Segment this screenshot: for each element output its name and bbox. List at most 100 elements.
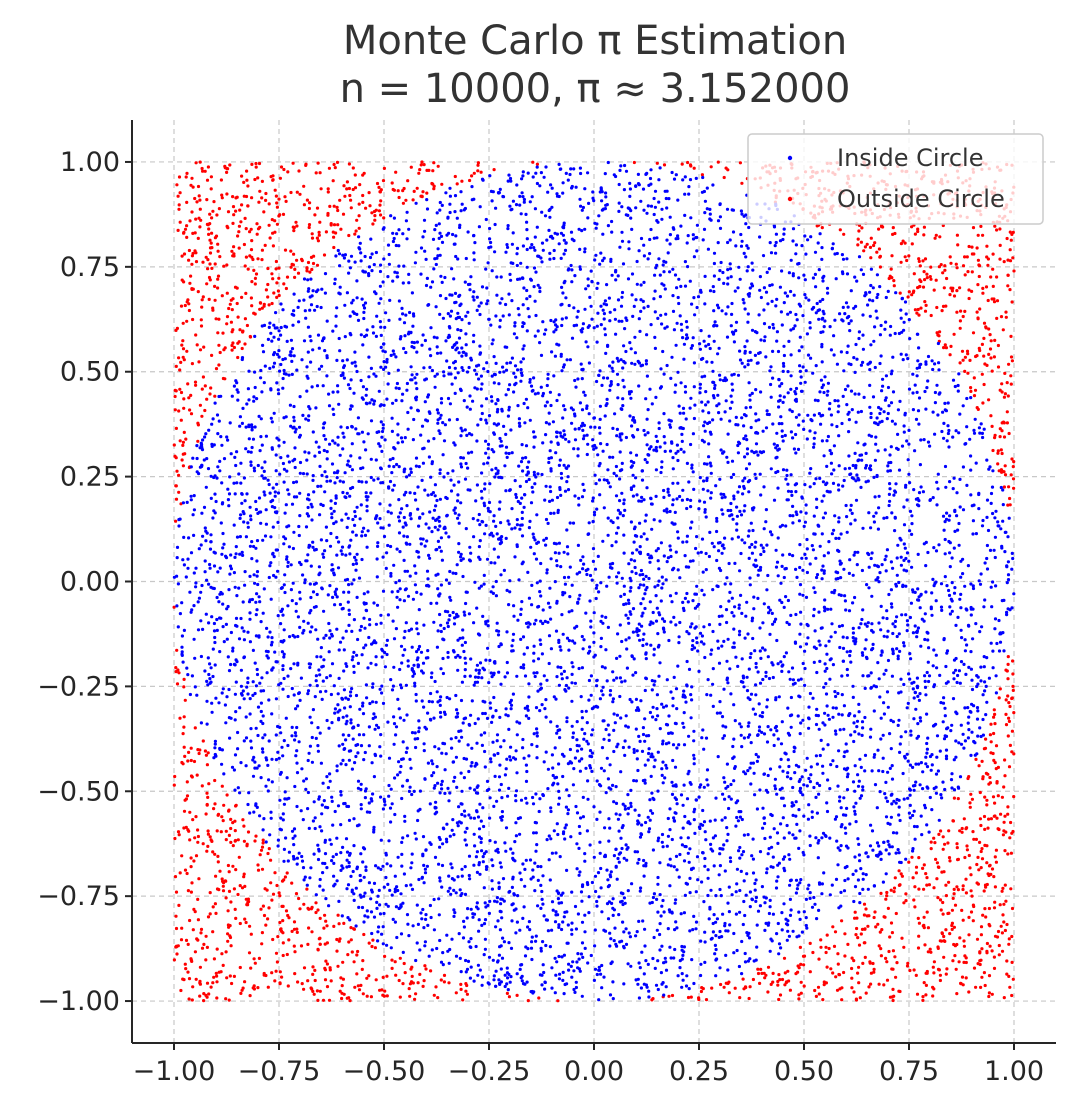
inside-point (839, 806, 843, 810)
outside-point (898, 989, 902, 994)
inside-point (719, 605, 723, 609)
outside-point (1006, 258, 1010, 262)
outside-point (1006, 852, 1010, 856)
inside-point (303, 578, 307, 582)
inside-point (948, 514, 952, 518)
inside-point (283, 357, 287, 361)
inside-point (419, 650, 424, 654)
outside-point (397, 978, 401, 983)
outside-point (893, 955, 897, 959)
outside-point (215, 213, 219, 217)
inside-point (362, 440, 366, 444)
inside-point (730, 893, 734, 897)
outside-point (670, 993, 675, 998)
outside-point (201, 739, 205, 743)
outside-point (336, 208, 340, 213)
inside-point (857, 702, 861, 707)
inside-point (872, 755, 876, 759)
outside-point (945, 276, 949, 281)
inside-point (856, 837, 860, 841)
inside-point (328, 838, 332, 842)
inside-point (239, 513, 243, 517)
outside-point (225, 170, 229, 174)
inside-point (926, 379, 930, 383)
inside-point (203, 526, 207, 530)
inside-point (483, 937, 487, 941)
outside-point (285, 952, 289, 957)
outside-point (365, 994, 369, 998)
outside-point (937, 968, 942, 972)
inside-point (639, 986, 644, 990)
outside-point (992, 758, 996, 763)
inside-point (251, 680, 255, 684)
outside-point (863, 955, 867, 960)
inside-point (682, 711, 686, 715)
inside-point (528, 377, 532, 382)
inside-point (750, 616, 755, 620)
outside-point (962, 817, 966, 821)
outside-point (976, 233, 980, 237)
inside-point (295, 368, 299, 372)
outside-point (361, 200, 365, 204)
inside-point (828, 401, 832, 406)
inside-point (435, 765, 439, 769)
inside-point (633, 525, 637, 529)
outside-point (1000, 931, 1005, 935)
inside-point (604, 791, 608, 795)
outside-point (998, 243, 1002, 247)
inside-point (402, 599, 406, 603)
inside-point (220, 762, 224, 766)
inside-point (691, 237, 696, 241)
outside-point (367, 191, 371, 195)
outside-point (206, 165, 210, 169)
inside-point (293, 446, 297, 450)
outside-point (292, 944, 296, 948)
outside-point (242, 242, 246, 247)
outside-point (771, 980, 775, 984)
inside-point (847, 418, 852, 422)
inside-point (460, 680, 464, 684)
inside-point (952, 591, 957, 595)
inside-point (606, 224, 611, 228)
outside-point (205, 397, 209, 401)
inside-point (498, 318, 502, 322)
outside-point (748, 985, 752, 989)
inside-point (499, 782, 503, 787)
outside-point (891, 949, 896, 953)
inside-point (570, 928, 574, 932)
inside-point (731, 388, 735, 392)
inside-point (845, 650, 849, 654)
outside-point (292, 252, 296, 256)
outside-point (293, 972, 297, 976)
outside-point (973, 388, 978, 392)
outside-point (326, 187, 330, 191)
outside-point (914, 973, 918, 978)
inside-point (965, 396, 969, 401)
outside-point (205, 198, 209, 202)
outside-point (413, 997, 417, 1001)
inside-point (353, 523, 357, 528)
inside-point (405, 388, 409, 392)
outside-point (964, 976, 968, 980)
inside-point (441, 421, 445, 425)
outside-point (258, 307, 262, 311)
outside-point (277, 891, 281, 895)
inside-point (519, 460, 524, 464)
inside-point (732, 497, 736, 501)
outside-point (244, 227, 248, 231)
inside-point (733, 605, 737, 609)
outside-point (968, 358, 972, 362)
inside-point (933, 401, 938, 405)
outside-point (999, 924, 1003, 928)
inside-point (525, 237, 529, 241)
inside-point (913, 837, 917, 841)
inside-point (459, 558, 463, 563)
inside-point (525, 297, 529, 301)
inside-point (314, 736, 318, 741)
inside-point (653, 335, 657, 339)
inside-point (375, 314, 379, 318)
outside-point (179, 360, 183, 364)
inside-point (823, 662, 827, 666)
inside-point (448, 186, 452, 190)
